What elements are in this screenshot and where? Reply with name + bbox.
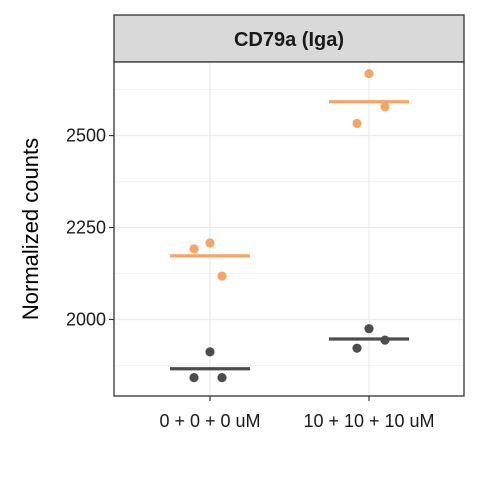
data-point [205,238,215,248]
plot-panel [113,61,465,397]
y-axis: 2000 2250 2500 [66,126,114,329]
data-point [380,102,390,112]
data-point [352,343,362,353]
data-point [364,69,374,79]
x-axis: 0 + 0 + 0 uM 10 + 10 + 10 uM [159,396,435,431]
grid-minor [115,89,463,366]
data-points [189,69,390,383]
chart-title: CD79a (Iga) [234,29,344,51]
strip-background [113,14,465,63]
x-tick-label: 0 + 0 + 0 uM [159,411,260,431]
data-point [189,244,199,254]
data-point [217,271,227,281]
y-axis-title: Normalized counts [18,138,43,320]
data-point [217,373,227,383]
data-point [352,118,362,129]
y-tick-label: 2500 [66,126,106,146]
y-tick-label: 2250 [66,218,106,238]
data-point [380,335,390,345]
y-tick-label: 2000 [66,309,106,329]
x-tick-label: 10 + 10 + 10 uM [303,411,434,431]
data-point [364,324,374,334]
data-point [189,373,199,383]
mean-lines [170,100,409,371]
data-point [205,347,215,357]
